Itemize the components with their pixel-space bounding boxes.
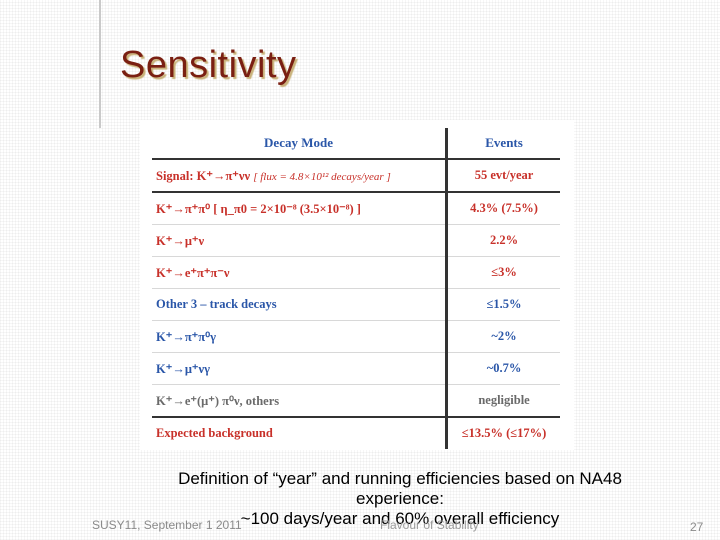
row-mode: K⁺→π⁺π⁰ [ η_π0 = 2×10⁻⁸ (3.5×10⁻⁸) ] — [152, 192, 447, 225]
row-events: ≤1.5% — [445, 288, 560, 321]
table-row: K⁺→π⁺π⁰γ ~2% — [152, 320, 560, 353]
table-header-row: Decay Mode Events — [152, 128, 560, 159]
row-events: negligible — [445, 384, 560, 418]
signal-flux-note: [ flux = 4.8×10¹² decays/year ] — [253, 170, 391, 183]
page-number: 27 — [690, 520, 704, 534]
caption-line-2: experience: — [356, 489, 444, 508]
slide-title: Sensitivity — [120, 44, 297, 86]
row-mode: K⁺→e⁺(μ⁺) π⁰ν, others — [152, 384, 447, 418]
row-mode: K⁺→μ⁺νγ — [152, 352, 447, 385]
footer-talk-title: Flavour of Stability — [380, 518, 479, 532]
row-mode: Other 3 – track decays — [152, 288, 447, 321]
row-mode: K⁺→π⁺π⁰γ — [152, 320, 447, 353]
signal-row: Signal: K⁺→π⁺νν [ flux = 4.8×10¹² decays… — [152, 159, 560, 192]
row-events: 2.2% — [445, 224, 560, 257]
row-events: ~0.7% — [445, 352, 560, 385]
total-row: Expected background ≤13.5% (≤17%) — [152, 417, 560, 449]
caption: Definition of “year” and running efficie… — [120, 469, 680, 529]
footer-conference: SUSY11, September 1 2011 — [92, 518, 242, 532]
table-row: K⁺→e⁺(μ⁺) π⁰ν, others negligible — [152, 384, 560, 418]
table-row: Other 3 – track decays ≤1.5% — [152, 288, 560, 321]
total-events: ≤13.5% (≤17%) — [445, 417, 560, 449]
decorative-vertical-line — [99, 0, 101, 128]
signal-events: 55 evt/year — [445, 159, 560, 192]
row-events: 4.3% (7.5%) — [445, 192, 560, 225]
row-mode: K⁺→μ⁺ν — [152, 224, 447, 257]
table-row: K⁺→e⁺π⁺π⁻ν ≤3% — [152, 256, 560, 289]
signal-mode-cell: Signal: K⁺→π⁺νν [ flux = 4.8×10¹² decays… — [152, 159, 447, 192]
signal-mode: Signal: K⁺→π⁺νν — [156, 168, 251, 183]
header-events: Events — [445, 128, 560, 159]
table-row: K⁺→μ⁺νγ ~0.7% — [152, 352, 560, 385]
caption-line-1: Definition of “year” and running efficie… — [178, 469, 622, 488]
total-mode: Expected background — [156, 426, 273, 440]
table-row: K⁺→μ⁺ν 2.2% — [152, 224, 560, 257]
header-decay-mode: Decay Mode — [264, 135, 333, 150]
row-mode: K⁺→e⁺π⁺π⁻ν — [152, 256, 447, 289]
row-events: ~2% — [445, 320, 560, 353]
caption-line-3: ~100 days/year and 60% overall efficienc… — [240, 509, 560, 528]
row-events: ≤3% — [445, 256, 560, 289]
sensitivity-table-image: Decay Mode Events Signal: K⁺→π⁺νν [ flux… — [140, 120, 574, 450]
sensitivity-table: Decay Mode Events Signal: K⁺→π⁺νν [ flux… — [152, 128, 560, 449]
table-row: K⁺→π⁺π⁰ [ η_π0 = 2×10⁻⁸ (3.5×10⁻⁸) ] 4.3… — [152, 192, 560, 225]
